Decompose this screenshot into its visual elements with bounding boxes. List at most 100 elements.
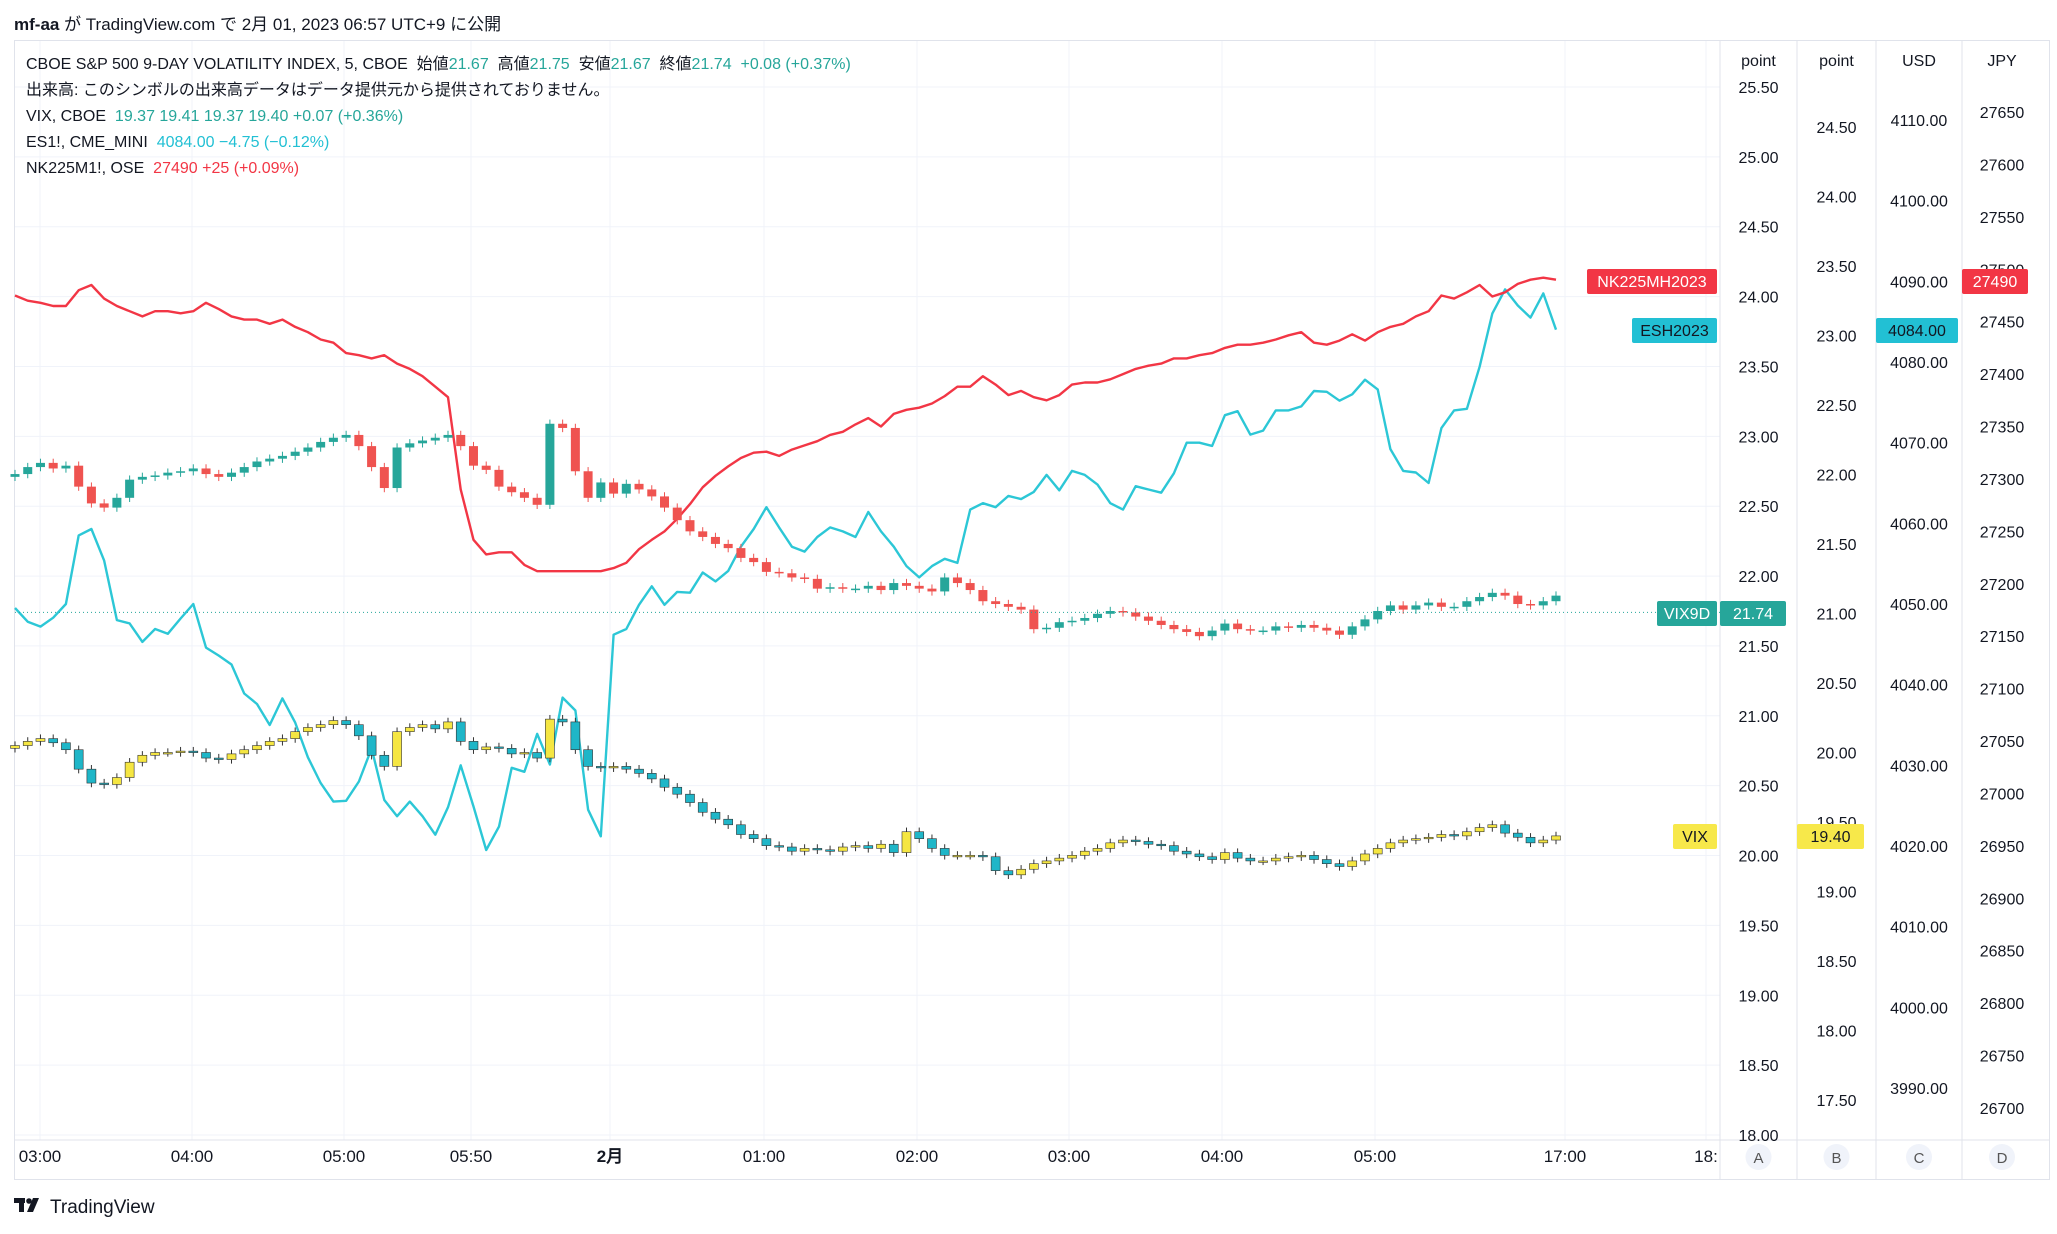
candle-body — [838, 587, 848, 589]
axis-tick-label: 27150 — [1980, 629, 2025, 646]
author-name[interactable]: mf-aa — [14, 15, 60, 34]
axis-tick-label: 4100.00 — [1890, 194, 1948, 211]
legend-high-value: 21.75 — [529, 56, 570, 73]
candle-body — [748, 834, 759, 839]
scale-button-b[interactable] — [1823, 1144, 1850, 1170]
axis-tick-label: 18.50 — [1816, 954, 1856, 971]
candle-body — [825, 587, 835, 589]
candle-body — [1322, 627, 1332, 631]
es-value-tag-text: 4084.00 — [1888, 323, 1946, 340]
vix9d-name-tag-bg — [1657, 601, 1717, 626]
axis-tick-label: 23.50 — [1738, 359, 1778, 376]
candle-body — [481, 465, 491, 470]
candle-body — [315, 724, 326, 728]
candle-body — [213, 757, 224, 760]
legend-es-row[interactable]: ES1!, CME_MINI 4084.00 −4.75 (−0.12%) — [26, 130, 851, 156]
footer-brand[interactable]: TradingView — [14, 1196, 155, 1220]
scale-button-d[interactable] — [1989, 1144, 2015, 1170]
candle-body — [443, 721, 453, 730]
vix9d-name-tag-text: VIX9D — [1664, 606, 1710, 623]
axis-tick-label: 21.00 — [1816, 607, 1856, 624]
legend-vix-row[interactable]: VIX, CBOE 19.37 19.41 19.37 19.40 +0.07 … — [26, 104, 851, 130]
candle-body — [1411, 838, 1421, 841]
legend-open-value: 21.67 — [448, 56, 489, 73]
candle-body — [61, 742, 71, 751]
scale-button-label: B — [1831, 1150, 1841, 1167]
axis-tick-label: 4020.00 — [1890, 839, 1948, 856]
candle-body — [1118, 839, 1128, 844]
legend-main-symbol: CBOE S&P 500 9-DAY VOLATILITY INDEX, 5, … — [26, 56, 408, 73]
candle-body — [532, 497, 542, 505]
candle-body — [379, 754, 390, 767]
candle-body — [570, 427, 580, 472]
candle-body — [481, 746, 492, 751]
candle-body — [214, 474, 224, 477]
candle-body — [761, 838, 772, 846]
candle-body — [965, 855, 975, 858]
candle-body — [519, 752, 530, 755]
candle-body — [1462, 601, 1472, 607]
candle-body — [1118, 611, 1128, 613]
candle-body — [455, 721, 466, 742]
candle-body — [328, 437, 338, 442]
vix-name-tag: VIX — [1673, 824, 1717, 849]
scale-button-label: C — [1914, 1150, 1925, 1167]
candle-body — [583, 749, 593, 767]
candle-body — [901, 583, 911, 586]
candle-body — [736, 548, 746, 558]
candle-body — [1156, 620, 1166, 625]
candle-body — [443, 434, 453, 438]
axis-tick-label: 4070.00 — [1890, 436, 1948, 453]
candle-body — [1016, 606, 1026, 610]
axis-tick-label: 20.50 — [1738, 779, 1778, 796]
axis-tick-label: 4040.00 — [1890, 678, 1948, 695]
legend-low-label: 安値 — [578, 56, 611, 73]
candle-body — [1016, 868, 1026, 876]
candle-body — [112, 777, 122, 785]
candle-body — [73, 749, 84, 770]
candle-body — [1156, 843, 1166, 847]
candle-body — [1079, 850, 1090, 856]
candle-body — [761, 562, 771, 572]
candle-body — [774, 571, 784, 574]
legend-change-value: +0.08 (+0.37%) — [740, 56, 851, 73]
candle-body — [850, 845, 861, 848]
candle-body — [532, 752, 542, 759]
candle-body — [596, 766, 606, 769]
candle-body — [1143, 616, 1153, 621]
candle-body — [367, 446, 377, 468]
candle-body — [1551, 835, 1561, 841]
axis-tick-label: 27350 — [1980, 420, 2025, 437]
legend-nk-row[interactable]: NK225M1!, OSE 27490 +25 (+0.09%) — [26, 156, 851, 182]
axis-tick-label: 18.00 — [1738, 1128, 1778, 1145]
candle-body — [468, 446, 478, 466]
candle-body — [290, 731, 300, 739]
axis-tick-label: 19.50 — [1738, 918, 1778, 935]
scale-button-a[interactable] — [1745, 1144, 1772, 1170]
candle-body — [1475, 597, 1485, 602]
candle-body — [124, 761, 135, 778]
axis-tick-label: 24.50 — [1738, 220, 1778, 237]
candle-body — [927, 588, 937, 592]
time-tick-label: 04:00 — [171, 1147, 214, 1166]
scale-button-c[interactable] — [1906, 1144, 1932, 1170]
legend-main-row[interactable]: CBOE S&P 500 9-DAY VOLATILITY INDEX, 5, … — [26, 52, 851, 78]
candle-body — [137, 476, 147, 480]
candle-body — [799, 848, 810, 852]
candles-vix9d — [10, 419, 1561, 641]
candle-body — [1462, 831, 1472, 837]
candle-body — [1169, 845, 1179, 852]
candle-body — [519, 492, 529, 498]
candle-body — [1080, 617, 1090, 621]
candle-body — [1003, 870, 1014, 876]
axis-tick-label: 21.00 — [1738, 709, 1778, 726]
candle-body — [1500, 824, 1510, 834]
axis-tick-label: 25.00 — [1738, 150, 1778, 167]
chart-legend: CBOE S&P 500 9-DAY VOLATILITY INDEX, 5, … — [26, 52, 851, 182]
candle-body — [418, 440, 428, 444]
time-axis-labels: 03:00 04:00 05:00 05:50 2月 01:00 02:00 03:00 04:… — [19, 1147, 1718, 1166]
candle-body — [1105, 611, 1115, 614]
axis-tick-label: 22.50 — [1816, 398, 1856, 415]
candle-body — [1042, 627, 1052, 630]
